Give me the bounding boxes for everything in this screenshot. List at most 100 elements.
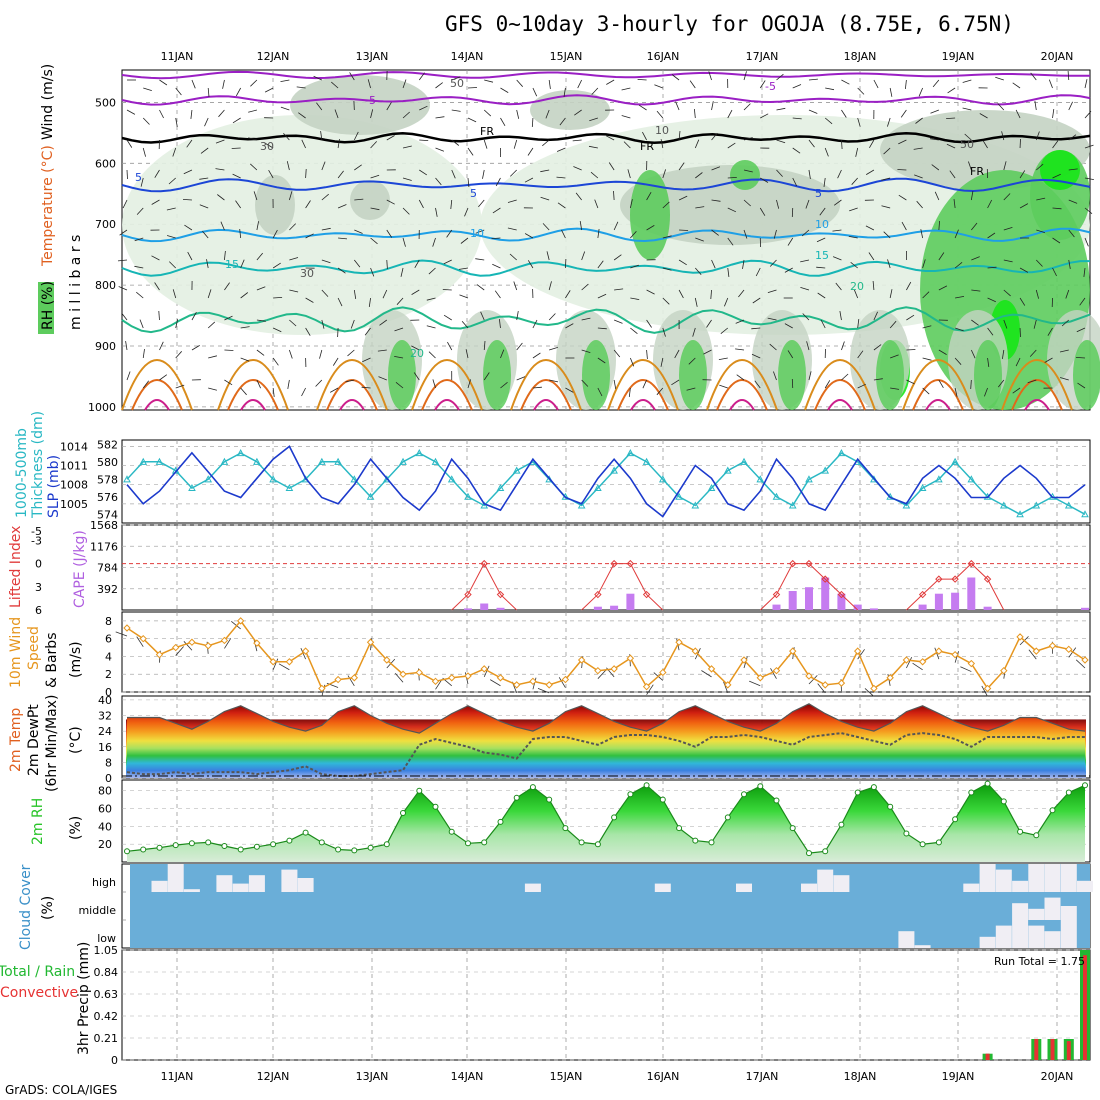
wind-barb bbox=[224, 315, 233, 321]
wind-barb bbox=[660, 357, 664, 367]
wind10m-barb bbox=[934, 647, 940, 660]
wind10m-point bbox=[139, 634, 147, 643]
li-tick-label: -3 bbox=[31, 534, 42, 547]
li-point bbox=[464, 590, 472, 599]
wind-barb bbox=[573, 166, 582, 171]
thickness-point bbox=[123, 475, 131, 483]
wind-barb bbox=[678, 130, 681, 141]
wind10m-point bbox=[902, 656, 911, 664]
wind-barb bbox=[997, 103, 1005, 111]
wind-barb bbox=[166, 207, 176, 211]
pressure-tick-label: 800 bbox=[95, 279, 116, 292]
rh2m-point bbox=[1033, 832, 1040, 839]
wind-barb bbox=[711, 166, 721, 171]
wind-barb bbox=[848, 236, 858, 239]
cloud-cover-cell bbox=[979, 864, 996, 892]
rh-shade-blob bbox=[730, 160, 760, 190]
rh-shade-column-green bbox=[1073, 340, 1100, 410]
wind-barb bbox=[841, 139, 843, 150]
rh-legend-swatch bbox=[38, 282, 54, 334]
wind10m-barb bbox=[183, 641, 193, 651]
wind-barb bbox=[126, 169, 128, 180]
wind-barb bbox=[516, 109, 520, 119]
wind-barb bbox=[364, 327, 371, 336]
precip-axis-label: 3hr Precip (mm) bbox=[76, 942, 92, 1055]
wind-barb bbox=[613, 254, 622, 261]
wind-barb bbox=[240, 387, 247, 396]
wind-barb bbox=[946, 117, 956, 119]
li-series-line bbox=[451, 562, 1005, 611]
wind10m-barb bbox=[960, 666, 972, 672]
wind10m-point bbox=[253, 639, 261, 647]
rh-shade-column-green bbox=[876, 340, 904, 410]
wind-barb bbox=[289, 223, 296, 231]
wind-barb bbox=[971, 256, 980, 261]
thickness-series-line bbox=[126, 452, 1086, 516]
cape-axis-label: CAPE (J/kg) bbox=[72, 530, 88, 608]
wind-barb bbox=[613, 319, 623, 324]
wind-barb bbox=[1061, 319, 1070, 327]
li-point bbox=[837, 590, 846, 599]
wind-barb bbox=[191, 79, 196, 89]
dewpt-axis-label: 2m DewPt bbox=[26, 704, 42, 776]
wind10m-point bbox=[334, 675, 342, 684]
wind-barb bbox=[918, 87, 923, 97]
temp-contour-30 bbox=[716, 379, 768, 411]
wind-barb bbox=[703, 349, 712, 355]
wind-barb bbox=[679, 229, 689, 231]
wind-barb bbox=[675, 101, 680, 111]
wind-barb bbox=[662, 235, 672, 239]
rh2m-point bbox=[903, 830, 910, 837]
wind-barb bbox=[754, 380, 761, 389]
wind-barb bbox=[1052, 173, 1061, 179]
wind-barb bbox=[968, 161, 972, 171]
wind-barb bbox=[1034, 101, 1037, 111]
rh2m-point bbox=[513, 794, 520, 801]
wind-barb bbox=[575, 192, 582, 201]
wind-barb bbox=[240, 326, 250, 329]
wind-barb bbox=[175, 351, 182, 359]
wind-barb bbox=[889, 320, 897, 329]
thickness-point bbox=[334, 457, 342, 465]
rh2m-point bbox=[156, 844, 163, 851]
wind-barb bbox=[378, 376, 387, 381]
contour-label: FR bbox=[640, 140, 654, 153]
wind-barb bbox=[743, 103, 751, 111]
wind-barb bbox=[671, 379, 680, 386]
wind-barb bbox=[1012, 82, 1021, 89]
wind-barb bbox=[792, 147, 801, 154]
rh2m-point bbox=[351, 847, 358, 854]
wind-barb bbox=[208, 387, 218, 391]
wind-barb bbox=[889, 87, 893, 97]
wind-barb bbox=[938, 252, 945, 261]
wind10m-point bbox=[756, 674, 764, 682]
wind-barb bbox=[987, 199, 993, 209]
rh2m-point bbox=[400, 810, 406, 816]
wind-barb bbox=[353, 289, 357, 299]
wind10m-point bbox=[724, 681, 732, 689]
wind-barb bbox=[954, 327, 964, 332]
precip-convective-bar bbox=[1066, 1041, 1071, 1060]
wind-barb bbox=[476, 284, 485, 291]
wind-barb bbox=[900, 109, 907, 118]
rh2m-point bbox=[416, 787, 423, 794]
temperature-axis-label: Temperature (°C) bbox=[40, 145, 56, 267]
rh2m-unit-label: (%) bbox=[68, 816, 84, 840]
wind-barb bbox=[597, 260, 604, 269]
wind-barb bbox=[931, 164, 940, 171]
wind-barb bbox=[516, 376, 526, 381]
wind-barb bbox=[671, 74, 680, 81]
wind10m-point bbox=[805, 672, 813, 680]
wind10m-point bbox=[496, 674, 505, 682]
wind-barb bbox=[467, 147, 474, 156]
wind-barb bbox=[483, 109, 492, 117]
cloud-cover-cell bbox=[1028, 908, 1045, 920]
cape-tick-label: 1176 bbox=[90, 540, 118, 553]
wind-barb bbox=[548, 313, 556, 321]
wind-barb bbox=[483, 372, 490, 381]
temp-contour-35 bbox=[925, 399, 951, 411]
rh2m-area bbox=[127, 783, 1085, 862]
x-tick-label-bottom: 19JAN bbox=[942, 1070, 975, 1083]
wind10m-point bbox=[659, 668, 667, 677]
wind-barb bbox=[349, 72, 355, 81]
